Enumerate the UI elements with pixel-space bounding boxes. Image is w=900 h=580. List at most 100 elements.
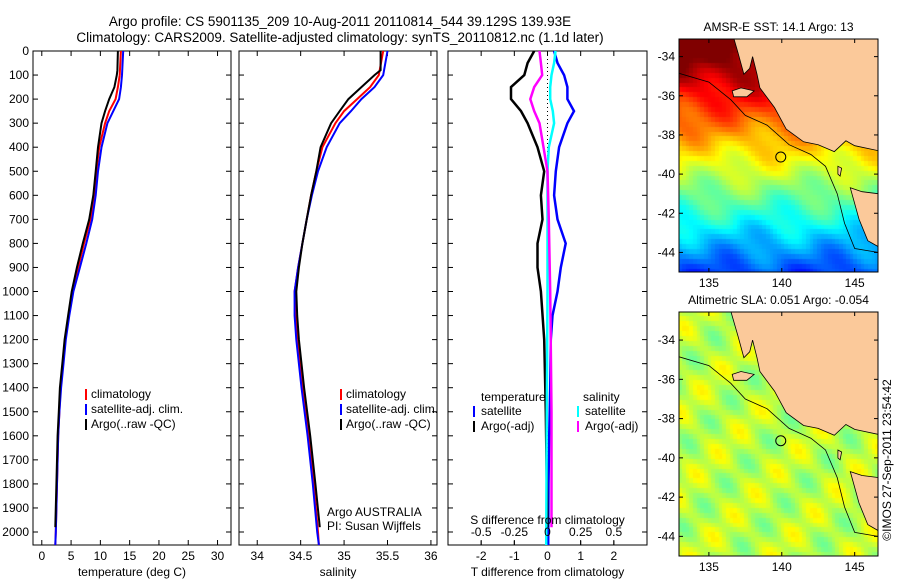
lat-tick-label: -38: [658, 128, 676, 142]
x-tick-label: 25: [182, 549, 196, 563]
legend-label: satellite-adj. clim.: [91, 402, 183, 416]
temperature-panel: [32, 50, 232, 546]
y-tick-label: 100: [9, 68, 29, 82]
y-tick-label: 1600: [2, 429, 29, 443]
legend-swatch: [340, 404, 342, 415]
map-frame: [678, 311, 879, 557]
isobath-contour: [679, 356, 878, 537]
series-argo-raw-qc-: [295, 51, 382, 528]
y-tick-label: 700: [9, 212, 29, 226]
x-tick-label: -2: [476, 549, 487, 563]
lat-tick-label: -36: [658, 89, 676, 103]
x-tick-label: 20: [152, 549, 166, 563]
legend-label: Argo(..raw -QC): [91, 417, 176, 431]
x-tick-label: 0: [38, 549, 45, 563]
legend-label: satellite: [481, 404, 522, 418]
lat-tick-label: -36: [658, 372, 676, 386]
lat-tick-label: -34: [658, 333, 676, 347]
lat-tick-label: -40: [658, 167, 676, 181]
x-tick-label: 10: [94, 549, 108, 563]
lat-tick-label: -44: [658, 245, 676, 259]
difference-panel: [447, 50, 648, 546]
x-tick-label: 2: [610, 549, 617, 563]
map-title: AMSR-E SST: 14.1 Argo: 13: [703, 20, 853, 34]
lon-tick-label: 140: [772, 276, 792, 290]
series-argo-raw-qc-: [54, 50, 119, 528]
lon-tick-label: 145: [845, 560, 865, 574]
x-tick-label: 34.5: [289, 549, 313, 563]
series-salinity-argo-adj-: [528, 50, 553, 528]
salinity-axes-box: [238, 50, 438, 546]
land-mass: [837, 165, 843, 177]
land-mass: [730, 312, 878, 436]
imos-timestamp: ©IMOS 27-Sep-2011 23:54:42: [880, 379, 894, 541]
y-tick-label: 1100: [3, 309, 29, 323]
land-mass: [731, 87, 755, 98]
legend-swatch: [85, 404, 87, 415]
legend-header-temperature: temperature: [481, 390, 546, 404]
legend-label: satellite: [585, 404, 626, 418]
legend-label: climatology: [91, 387, 151, 401]
legend-swatch: [473, 421, 475, 432]
legend-swatch: [340, 419, 342, 430]
sst-map: [678, 38, 879, 273]
x-axis-label: temperature (deg C): [78, 565, 186, 579]
legend-swatch: [85, 389, 87, 400]
x-tick-label: 15: [123, 549, 137, 563]
x-tick-label: 35.5: [376, 549, 400, 563]
legend-label: Argo(-adj): [481, 419, 534, 433]
y-tick-label: 800: [9, 236, 29, 250]
x-axis-label: T difference from climatology: [471, 565, 625, 579]
s-x-tick-label: 0.5: [605, 525, 622, 539]
y-tick-label: 2000: [2, 525, 29, 539]
lon-tick-label: 145: [845, 276, 865, 290]
figure-title-line2: Climatology: CARS2009. Satellite-adjuste…: [76, 30, 603, 45]
lat-tick-label: -42: [658, 206, 676, 220]
legend-header-salinity: salinity: [583, 390, 620, 404]
y-tick-label: 1000: [2, 285, 29, 299]
legend-swatch: [85, 419, 87, 430]
sla-map: [678, 311, 879, 557]
y-tick-label: 300: [9, 116, 29, 130]
legend-label: satellite-adj. clim.: [346, 402, 438, 416]
x-tick-label: 30: [211, 549, 225, 563]
legend-label: Argo(..raw -QC): [346, 417, 431, 431]
s-axis-label: S difference from climatology: [470, 513, 625, 527]
y-tick-label: 1800: [2, 477, 29, 491]
s-x-tick-label: -0.25: [501, 525, 529, 539]
legend-swatch: [577, 406, 579, 417]
y-tick-label: 200: [9, 92, 29, 106]
s-x-tick-label: -0.5: [471, 525, 492, 539]
y-tick-label: 600: [9, 188, 29, 202]
legend-swatch: [473, 406, 475, 417]
x-tick-label: 5: [68, 549, 75, 563]
y-tick-label: 1200: [2, 333, 29, 347]
y-tick-label: 1300: [2, 357, 29, 371]
y-tick-label: 1400: [2, 381, 29, 395]
map-title: Altimetric SLA: 0.051 Argo: -0.054: [688, 293, 869, 307]
argo-float-marker: [775, 435, 787, 447]
s-x-tick-label: 0.25: [569, 525, 593, 539]
y-tick-label: 400: [9, 140, 29, 154]
legend-swatch: [577, 421, 579, 432]
isobath-contour: [679, 72, 878, 253]
lat-tick-label: -38: [658, 412, 676, 426]
argo-annotation: Argo AUSTRALIA: [327, 505, 422, 519]
x-tick-label: 0: [544, 549, 551, 563]
series-satellite-adj-clim-: [54, 50, 125, 546]
x-tick-label: 1: [577, 549, 584, 563]
series-salinity-satellite: [544, 50, 557, 546]
x-tick-label: -1: [509, 549, 520, 563]
lon-tick-label: 135: [699, 276, 719, 290]
land-mass: [849, 470, 878, 531]
land-mass: [837, 449, 843, 461]
series-climatology: [54, 50, 122, 546]
lat-tick-label: -44: [658, 529, 676, 543]
y-tick-label: 500: [9, 164, 29, 178]
map-frame: [678, 38, 879, 273]
y-tick-label: 1700: [2, 453, 29, 467]
argo-annotation: PI: Susan Wijffels: [327, 519, 421, 533]
x-tick-label: 35: [337, 549, 351, 563]
legend-swatch: [340, 389, 342, 400]
